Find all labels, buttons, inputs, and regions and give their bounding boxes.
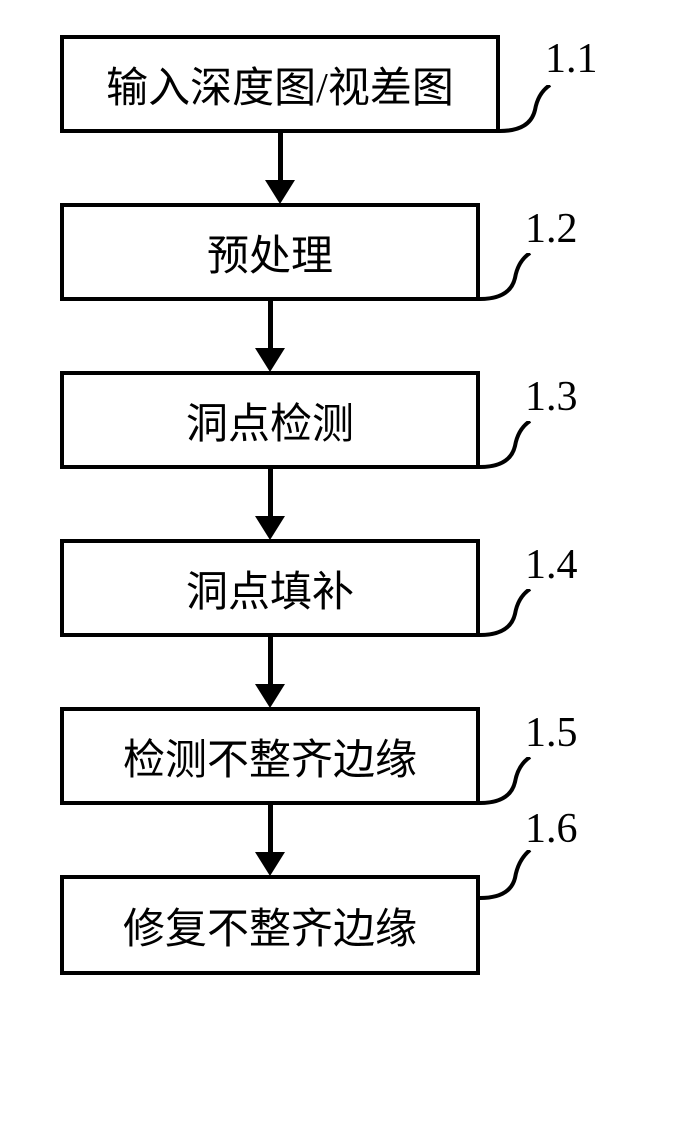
arrow-3 [60, 469, 480, 539]
node-wrapper-5: 检测不整齐边缘 1.5 [60, 707, 640, 805]
callout-curve-1 [500, 85, 580, 175]
callout-curve-2 [480, 253, 560, 343]
callout-label-3: 1.3 [525, 373, 578, 421]
flowchart-node-hole-detect: 洞点检测 [60, 371, 480, 469]
flowchart-node-preprocess: 预处理 [60, 203, 480, 301]
node-label-3: 洞点检测 [186, 390, 354, 451]
arrow-2 [60, 301, 480, 371]
arrow-4 [60, 637, 480, 707]
node-wrapper-4: 洞点填补 1.4 [60, 539, 640, 637]
callout-curve-4 [480, 589, 560, 679]
node-wrapper-3: 洞点检测 1.3 [60, 371, 640, 469]
flowchart-container: 输入深度图/视差图 1.1 预处理 1.2 洞点检测 [60, 35, 640, 975]
node-label-1: 输入深度图/视差图 [106, 54, 454, 115]
arrow-1 [60, 133, 500, 203]
node-wrapper-1: 输入深度图/视差图 1.1 [60, 35, 640, 133]
flowchart-node-input: 输入深度图/视差图 [60, 35, 500, 133]
node-wrapper-2: 预处理 1.2 [60, 203, 640, 301]
callout-label-2: 1.2 [525, 205, 578, 253]
flowchart-node-hole-fill: 洞点填补 [60, 539, 480, 637]
callout-label-1: 1.1 [545, 35, 598, 83]
flowchart-node-repair-edge: 修复不整齐边缘 [60, 875, 480, 975]
callout-label-5: 1.5 [525, 709, 578, 757]
node-label-6: 修复不整齐边缘 [123, 895, 417, 956]
node-label-5: 检测不整齐边缘 [123, 726, 417, 787]
callout-label-6: 1.6 [525, 805, 578, 853]
callout-curve-6 [480, 850, 560, 940]
flowchart-node-detect-edge: 检测不整齐边缘 [60, 707, 480, 805]
callout-label-4: 1.4 [525, 541, 578, 589]
arrow-5 [60, 805, 480, 875]
node-label-4: 洞点填补 [186, 558, 354, 619]
node-wrapper-6: 修复不整齐边缘 1.6 [60, 875, 640, 975]
node-label-2: 预处理 [207, 222, 333, 283]
callout-curve-3 [480, 421, 560, 511]
